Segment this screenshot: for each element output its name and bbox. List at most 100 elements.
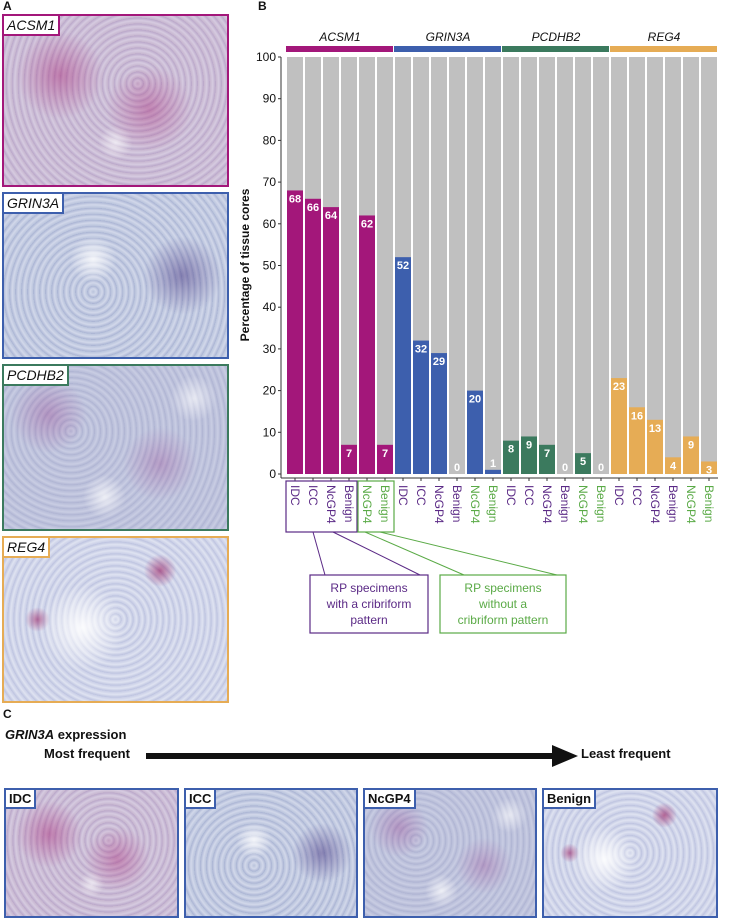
x-tick-label: Benign	[342, 485, 356, 522]
idc-histology-image: IDC	[4, 788, 179, 918]
bar-background	[575, 57, 591, 474]
callout-text: RP specimens	[464, 581, 541, 595]
bar	[395, 257, 411, 474]
panel-c-title: GRIN3A expression	[5, 727, 126, 742]
x-tick-label: IDC	[288, 485, 302, 506]
y-tick-label: 90	[263, 92, 277, 106]
bar	[665, 457, 681, 474]
y-axis-label: Percentage of tissue cores	[238, 188, 252, 341]
data-label: 64	[325, 210, 338, 222]
x-tick-label: ICC	[522, 485, 536, 506]
least-frequent-label: Least frequent	[581, 746, 671, 761]
bar	[521, 436, 537, 474]
callout-text: pattern	[350, 613, 387, 627]
data-label: 68	[289, 193, 301, 205]
bar-background	[683, 57, 699, 474]
grin3a-histology-image: GRIN3A	[2, 192, 229, 359]
x-tick-label: IDC	[396, 485, 410, 506]
image-label: ICC	[186, 790, 217, 809]
y-tick-label: 70	[263, 175, 277, 189]
bar	[467, 390, 483, 474]
bar-background	[539, 57, 555, 474]
panel-label-c: C	[3, 707, 12, 721]
y-tick-label: 40	[263, 300, 277, 314]
callout-text: RP specimens	[330, 581, 407, 595]
bar-background	[611, 57, 627, 474]
data-label: 23	[613, 381, 625, 393]
x-tick-label: Benign	[378, 485, 392, 522]
gene-group-label: PCDHB2	[532, 30, 581, 44]
bar	[701, 461, 717, 474]
gene-name: GRIN3A	[5, 727, 55, 742]
bar	[575, 453, 591, 474]
data-label: 5	[580, 456, 586, 468]
gene-group-bar	[394, 46, 501, 52]
panel-label-a: A	[3, 0, 12, 13]
data-label: 8	[508, 444, 514, 456]
bar	[287, 190, 303, 474]
y-tick-label: 30	[263, 342, 277, 356]
bar-background	[629, 57, 645, 474]
callout-line	[364, 531, 465, 576]
bar	[305, 198, 321, 474]
y-tick-label: 20	[263, 384, 277, 398]
data-label: 9	[688, 439, 694, 451]
bar-background	[665, 57, 681, 474]
acsm1-histology-image: ACSM1	[2, 14, 229, 187]
icc-histology-image: ICC	[184, 788, 358, 918]
bar-background	[503, 57, 519, 474]
image-label: Benign	[544, 790, 597, 809]
bar	[629, 407, 645, 474]
y-tick-label: 0	[269, 467, 276, 481]
panel-label-b: B	[258, 0, 267, 13]
data-label: 7	[382, 448, 388, 460]
x-tick-label: NcGP4	[648, 485, 662, 524]
data-label: 0	[562, 462, 568, 474]
x-tick-label: ICC	[306, 485, 320, 506]
data-label: 7	[346, 448, 352, 460]
x-tick-label: NcGP4	[432, 485, 446, 524]
non-cribriform-group-box	[357, 480, 395, 533]
bar-background	[341, 57, 357, 474]
x-tick-label: IDC	[612, 485, 626, 506]
bar	[359, 215, 375, 474]
data-label: 3	[706, 464, 712, 476]
data-label: 7	[544, 448, 550, 460]
bar-background	[521, 57, 537, 474]
x-tick-label: ICC	[630, 485, 644, 506]
bar	[413, 340, 429, 474]
bar-background	[485, 57, 501, 474]
data-label: 66	[307, 202, 319, 214]
y-tick-label: 10	[263, 425, 277, 439]
arrow-head-icon	[552, 745, 578, 767]
image-label: NcGP4	[365, 790, 416, 809]
image-label: REG4	[4, 538, 51, 558]
image-label: GRIN3A	[4, 194, 65, 214]
image-label: PCDHB2	[4, 366, 69, 386]
x-tick-label: Benign	[666, 485, 680, 522]
bar-chart: Percentage of tissue cores 0102030405060…	[238, 30, 718, 634]
bar	[683, 436, 699, 474]
data-label: 32	[415, 344, 427, 356]
gene-group-label: ACSM1	[318, 30, 360, 44]
x-tick-label: Benign	[702, 485, 716, 522]
bar-background	[377, 57, 393, 474]
reg4-histology-image: REG4	[2, 536, 229, 703]
x-tick-label: Benign	[486, 485, 500, 522]
gene-group-bar	[610, 46, 717, 52]
benign-histology-image: Benign	[542, 788, 718, 918]
x-tick-label: Benign	[558, 485, 572, 522]
title-rest: expression	[54, 727, 127, 742]
y-tick-label: 60	[263, 217, 277, 231]
callout-line	[332, 531, 421, 576]
bar-background	[647, 57, 663, 474]
data-label: 29	[433, 356, 445, 368]
gene-group-bar	[286, 46, 393, 52]
x-tick-label: NcGP4	[360, 485, 374, 524]
x-tick-label: IDC	[504, 485, 518, 506]
callout-text: without a	[478, 597, 527, 611]
image-label: ACSM1	[4, 16, 61, 36]
y-tick-label: 50	[263, 259, 277, 273]
x-tick-label: ICC	[414, 485, 428, 506]
